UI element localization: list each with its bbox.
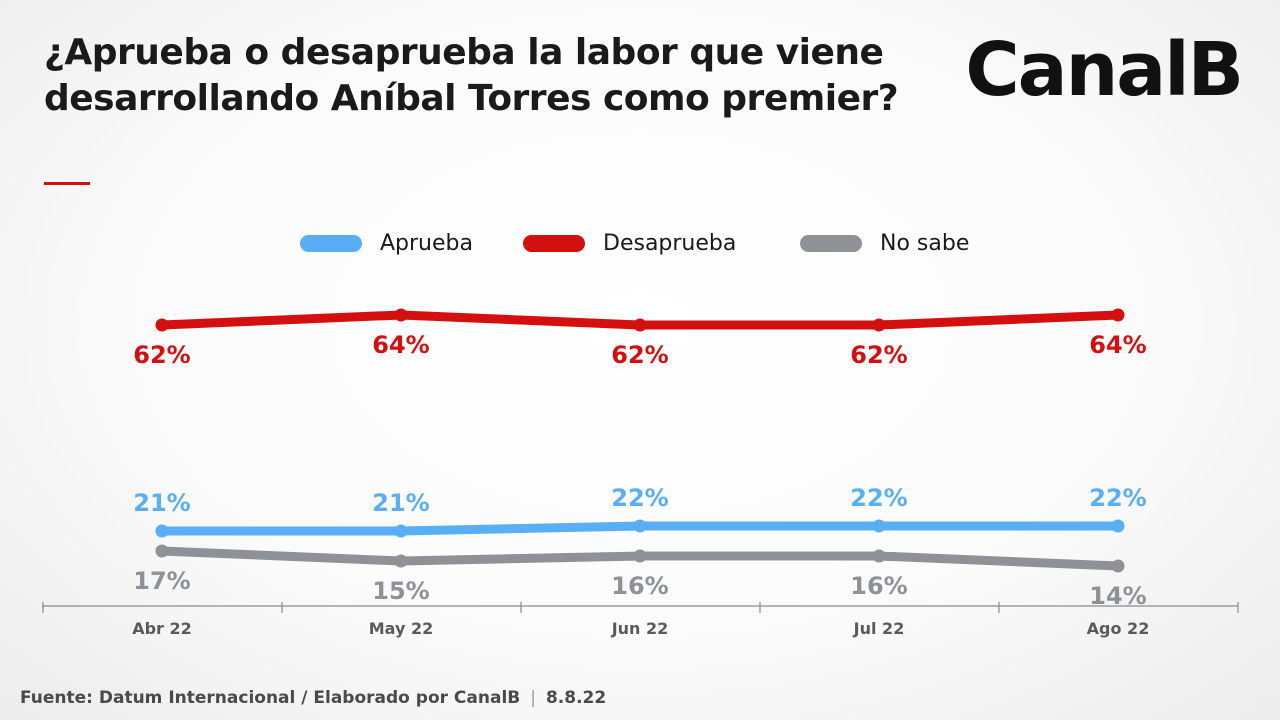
- data-label-no-sabe-4: 14%: [1089, 582, 1146, 610]
- footer-source-text: Fuente: Datum Internacional / Elaborado …: [20, 688, 521, 708]
- data-label-aprueba-3: 22%: [850, 484, 907, 512]
- data-label-no-sabe-2: 16%: [611, 572, 668, 600]
- footer-separator: |: [530, 688, 536, 708]
- x-tick-label-2: Jun 22: [611, 619, 669, 638]
- point-desaprueba-3: [872, 318, 886, 332]
- footer-date: 8.8.22: [545, 688, 607, 708]
- point-desaprueba-0: [155, 318, 169, 332]
- data-label-desaprueba-2: 62%: [611, 341, 668, 369]
- legend-label-aprueba: Aprueba: [380, 230, 473, 256]
- legend-swatch-aprueba: [300, 234, 362, 252]
- footer-source: Fuente: Datum Internacional / Elaborado …: [20, 686, 606, 710]
- series-aprueba: 21% 21% 22% 22% 22%: [133, 484, 1147, 538]
- chart-title: ¿Aprueba o desaprueba la labor que viene…: [44, 32, 899, 119]
- point-no-sabe-0: [155, 544, 169, 558]
- data-label-aprueba-0: 21%: [133, 489, 190, 517]
- point-aprueba-4: [1111, 519, 1125, 533]
- series-desaprueba: 62% 64% 62% 62% 64%: [133, 308, 1147, 369]
- x-tick-label-1: May 22: [369, 619, 434, 638]
- point-aprueba-0: [155, 524, 169, 538]
- legend-label-desaprueba: Desaprueba: [603, 230, 737, 256]
- point-desaprueba-1: [394, 308, 408, 322]
- x-tick-label-3: Jul 22: [853, 619, 905, 638]
- chart-legend: Aprueba Desaprueba No sabe: [0, 226, 1280, 260]
- canalb-logo: CanalB: [965, 27, 1244, 113]
- point-aprueba-3: [872, 519, 886, 533]
- data-label-no-sabe-1: 15%: [372, 577, 429, 605]
- point-no-sabe-2: [633, 549, 647, 563]
- data-label-aprueba-2: 22%: [611, 484, 668, 512]
- legend-item-aprueba: Aprueba: [300, 226, 473, 260]
- x-tick-label-4: Ago 22: [1087, 619, 1150, 638]
- point-desaprueba-4: [1111, 308, 1125, 322]
- data-label-aprueba-1: 21%: [372, 489, 429, 517]
- point-aprueba-1: [394, 524, 408, 538]
- x-tick-label-0: Abr 22: [132, 619, 192, 638]
- data-label-desaprueba-1: 64%: [372, 331, 429, 359]
- legend-item-no-sabe: No sabe: [800, 226, 969, 260]
- point-desaprueba-2: [633, 318, 647, 332]
- point-no-sabe-4: [1111, 559, 1125, 573]
- legend-swatch-no-sabe: [800, 234, 862, 252]
- legend-item-desaprueba: Desaprueba: [523, 226, 736, 260]
- title-accent-bar: [44, 182, 90, 185]
- point-no-sabe-3: [872, 549, 886, 563]
- legend-label-no-sabe: No sabe: [880, 230, 970, 256]
- data-label-desaprueba-3: 62%: [850, 341, 907, 369]
- data-label-desaprueba-4: 64%: [1089, 331, 1146, 359]
- data-label-no-sabe-3: 16%: [850, 572, 907, 600]
- series-no-sabe: 17% 15% 16% 16% 14%: [133, 544, 1147, 610]
- point-aprueba-2: [633, 519, 647, 533]
- data-label-desaprueba-0: 62%: [133, 341, 190, 369]
- legend-swatch-desaprueba: [523, 234, 585, 252]
- data-label-aprueba-4: 22%: [1089, 484, 1146, 512]
- point-no-sabe-1: [394, 554, 408, 568]
- data-label-no-sabe-0: 17%: [133, 567, 190, 595]
